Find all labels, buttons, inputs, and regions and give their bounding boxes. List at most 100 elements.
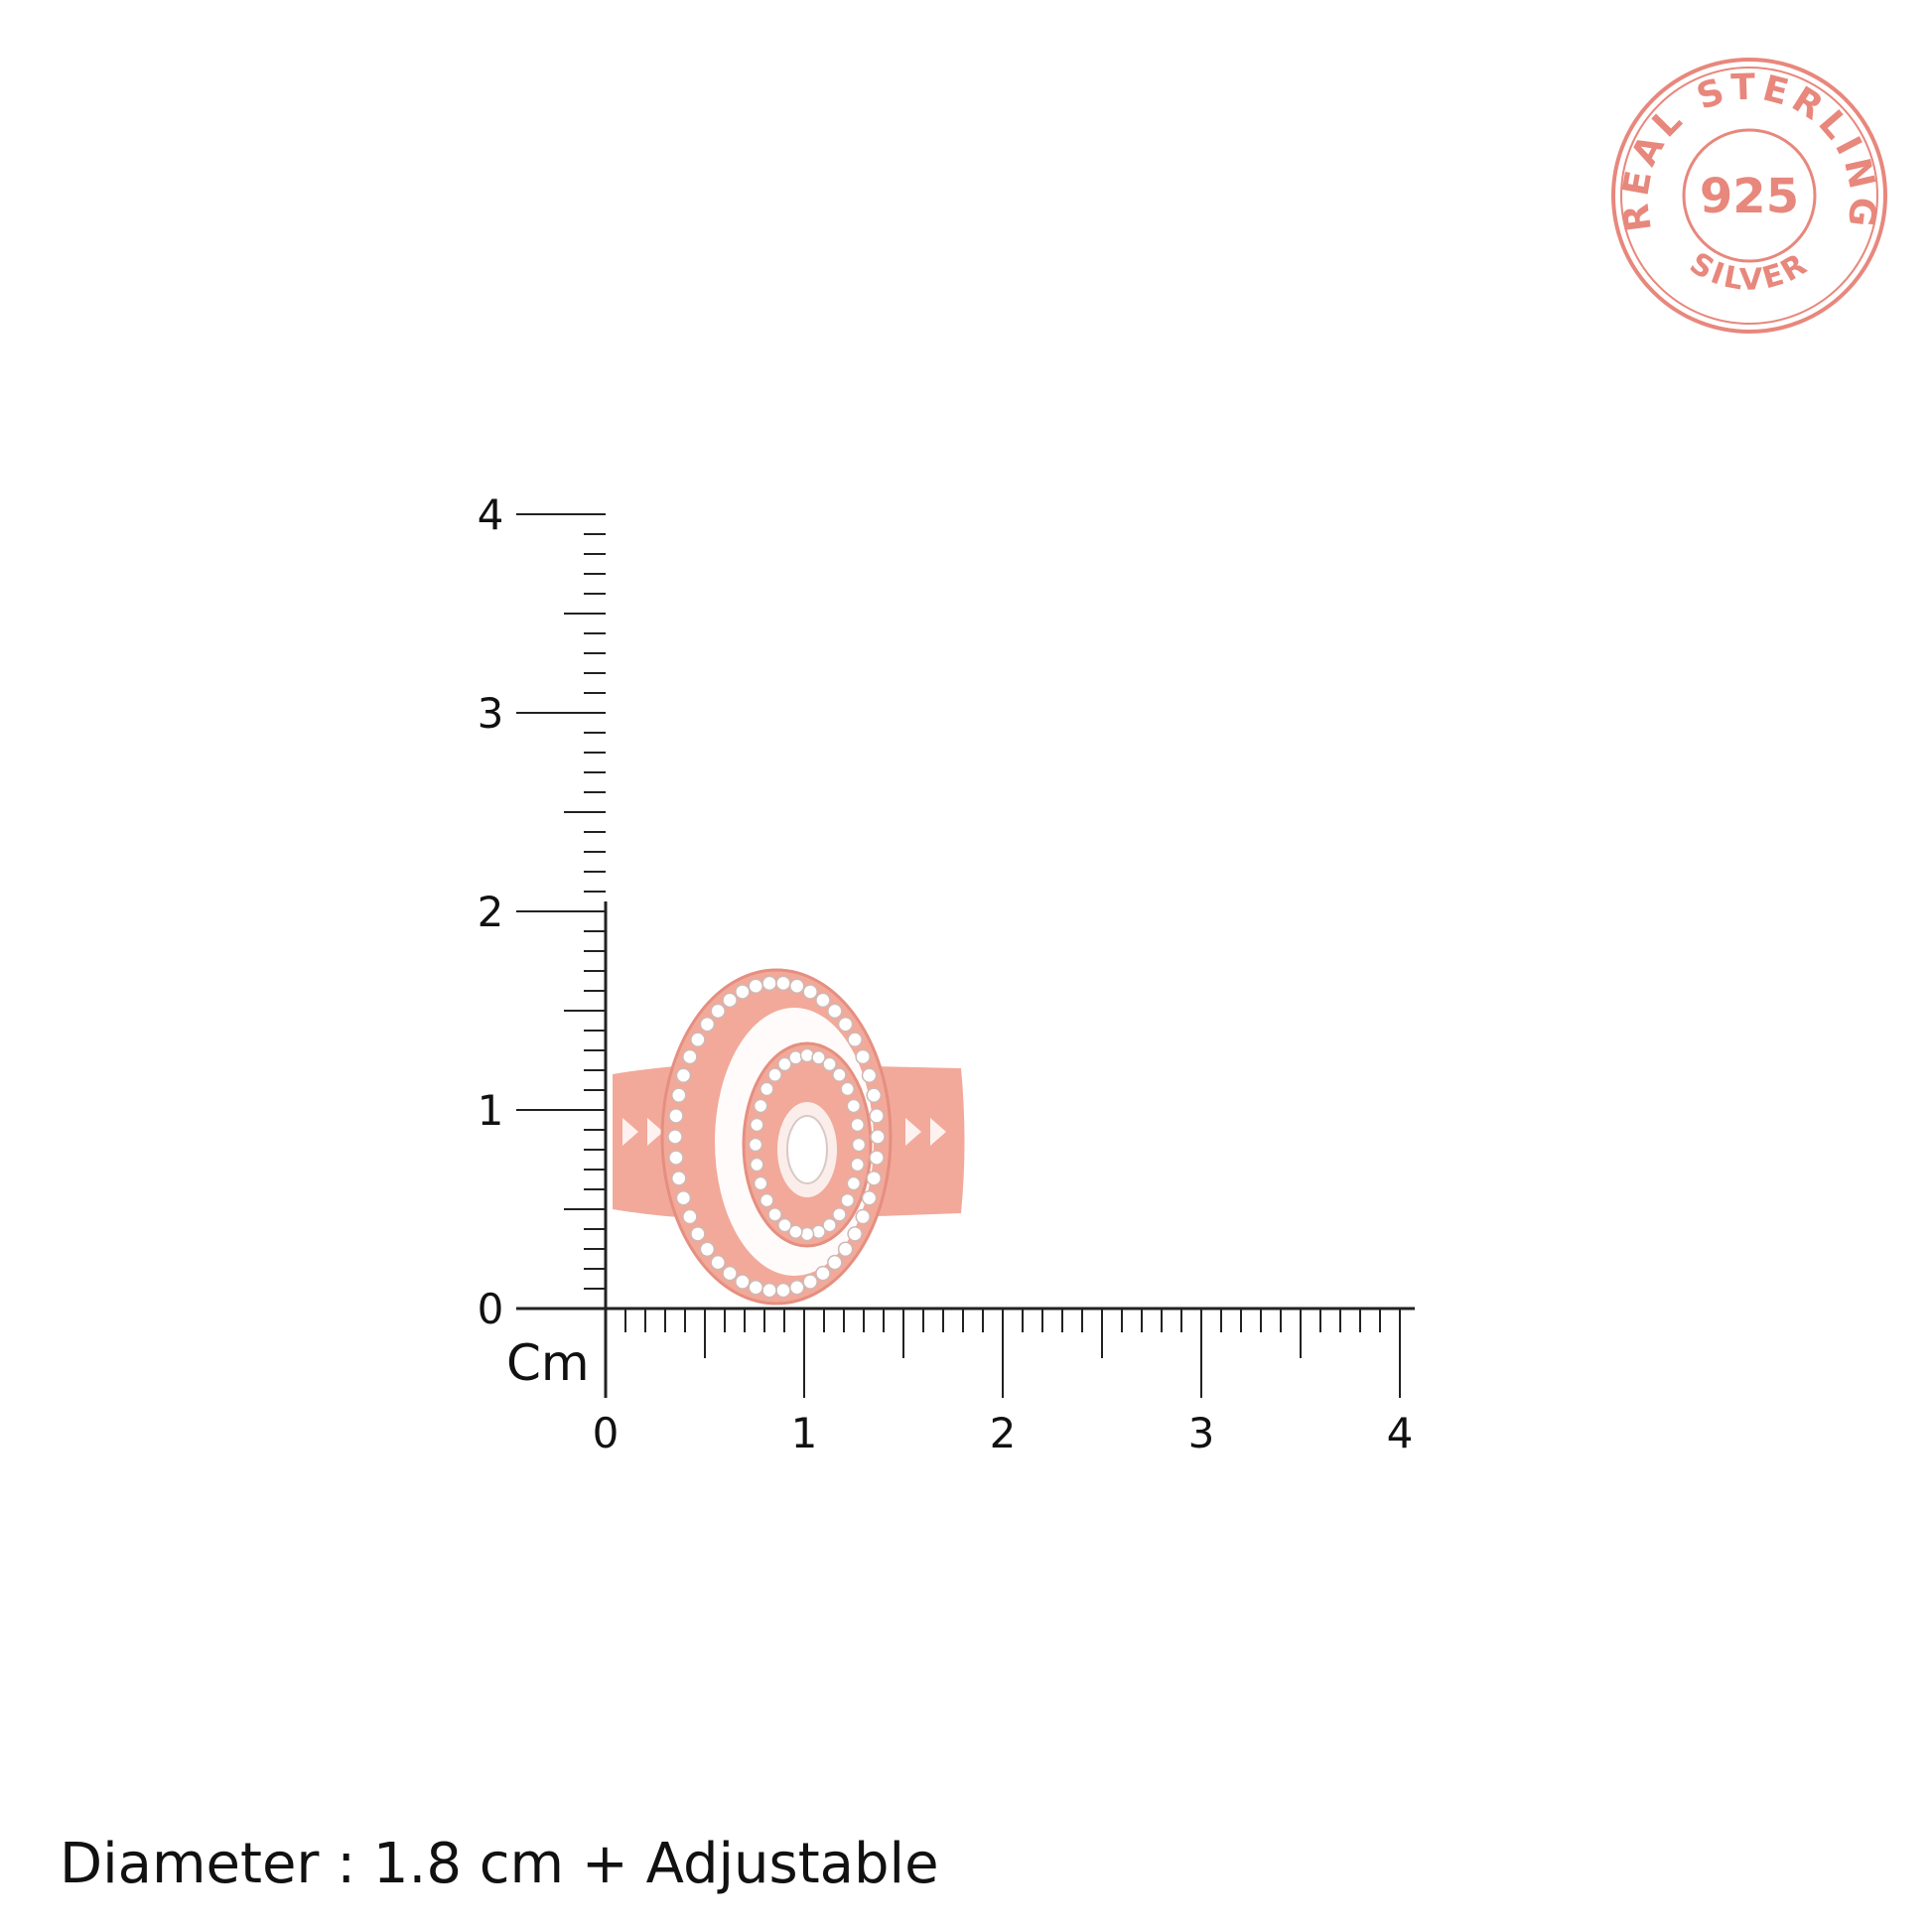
pave-stone — [840, 1081, 855, 1097]
stamp-center-text: 925 — [1700, 169, 1799, 224]
pave-stone — [682, 1048, 698, 1065]
unit-label: Cm — [506, 1334, 590, 1392]
pave-stone — [759, 1192, 774, 1208]
pave-stone — [837, 1016, 854, 1033]
pave-stone — [759, 1081, 774, 1097]
pave-stone — [847, 1226, 863, 1242]
pave-stone — [722, 992, 738, 1009]
pave-stone — [667, 1129, 683, 1145]
y-tick-label: 2 — [478, 888, 504, 936]
pave-stone — [861, 1190, 878, 1206]
pave-stone — [846, 1098, 862, 1114]
pave-stone — [837, 1241, 854, 1258]
pave-stone — [832, 1067, 847, 1082]
band-cutouts — [622, 1118, 946, 1146]
pave-stone — [668, 1150, 684, 1166]
pave-stone — [767, 1067, 782, 1082]
band-cutout — [905, 1118, 921, 1146]
pave-stone — [671, 1087, 687, 1103]
pave-stone — [710, 1003, 726, 1020]
pave-stone — [855, 1048, 871, 1065]
stamp-bottom-text: SILVER — [1684, 246, 1815, 298]
ring-product-image — [613, 968, 965, 1306]
band-cutout — [647, 1118, 663, 1146]
stamp-outer-ring — [1611, 58, 1887, 334]
pave-stone — [775, 1282, 791, 1299]
pave-stone — [788, 1050, 803, 1065]
pave-stone — [866, 1087, 882, 1103]
pave-stone — [788, 1224, 803, 1239]
x-tick-label: 1 — [791, 1409, 818, 1457]
pave-stone — [735, 1274, 751, 1290]
pave-stone — [748, 1137, 763, 1153]
pave-stone — [850, 1117, 865, 1133]
pave-stones — [667, 975, 886, 1299]
pave-stone — [822, 1217, 837, 1233]
pave-stone — [827, 1254, 843, 1271]
pave-stone — [789, 1280, 805, 1296]
pave-stone — [761, 975, 777, 992]
oval-center-stone — [786, 1115, 828, 1184]
pave-stone — [735, 984, 751, 1000]
band-cutout — [622, 1118, 638, 1146]
pave-stone — [675, 1067, 692, 1083]
pave-stone — [840, 1192, 855, 1208]
pave-stone — [802, 1274, 818, 1290]
pave-stone — [870, 1129, 886, 1145]
pave-stone — [855, 1208, 871, 1225]
pave-stone — [690, 1226, 706, 1242]
pave-stone — [861, 1067, 878, 1083]
pave-stone — [668, 1108, 684, 1124]
stamp-inner-ring — [1682, 128, 1817, 263]
pave-stone — [811, 1050, 826, 1065]
x-tick-label: 4 — [1387, 1409, 1414, 1457]
pave-stone — [675, 1190, 692, 1206]
x-tick-label: 3 — [1188, 1409, 1215, 1457]
pave-stone — [847, 1032, 863, 1047]
pave-stone — [815, 1265, 831, 1282]
pave-stone — [832, 1207, 847, 1222]
pave-stone — [710, 1254, 726, 1271]
pave-stone — [722, 1265, 738, 1282]
y-tick-label: 1 — [478, 1086, 504, 1135]
pave-stone — [761, 1282, 777, 1299]
pave-stone — [869, 1150, 885, 1166]
pave-stone — [799, 1047, 815, 1063]
pave-stone — [750, 1157, 764, 1173]
pave-stone — [690, 1032, 706, 1047]
x-tick-label: 2 — [990, 1409, 1017, 1457]
pave-stone — [767, 1207, 782, 1222]
pave-stone — [750, 1117, 764, 1133]
measurement-ruler: 0 1 2 3 4 0 1 2 3 4 Cm — [478, 490, 1415, 1457]
pave-stone — [748, 1280, 763, 1296]
pave-stone — [682, 1208, 698, 1225]
x-tick-label: 0 — [593, 1409, 620, 1457]
pave-stone — [866, 1171, 882, 1186]
pave-stone — [753, 1175, 768, 1191]
stamp-outer-ring-inner — [1620, 67, 1878, 325]
pave-stone — [699, 1241, 716, 1258]
y-tick-label: 0 — [478, 1285, 504, 1333]
pave-stone — [802, 984, 818, 1000]
pave-stone — [777, 1056, 792, 1072]
pave-stone — [799, 1226, 815, 1242]
pave-stone — [775, 975, 791, 992]
pave-stone — [777, 1217, 792, 1233]
pave-stone — [789, 978, 805, 994]
pave-stone — [748, 978, 763, 994]
y-tick-label: 3 — [478, 689, 504, 738]
pave-stone — [699, 1016, 716, 1033]
pave-stone — [851, 1137, 867, 1153]
band-cutout — [930, 1118, 946, 1146]
diameter-caption: Diameter : 1.8 cm + Adjustable — [60, 1832, 939, 1896]
pave-stone — [753, 1098, 768, 1114]
pave-stone — [869, 1108, 885, 1124]
pave-stone — [815, 992, 831, 1009]
pave-stone — [822, 1056, 837, 1072]
pave-stone — [827, 1003, 843, 1020]
y-tick-label: 4 — [478, 490, 504, 539]
pave-stone — [846, 1175, 862, 1191]
sterling-silver-stamp: REAL STERLING SILVER 925 — [1611, 58, 1887, 334]
pave-stone — [811, 1224, 826, 1239]
